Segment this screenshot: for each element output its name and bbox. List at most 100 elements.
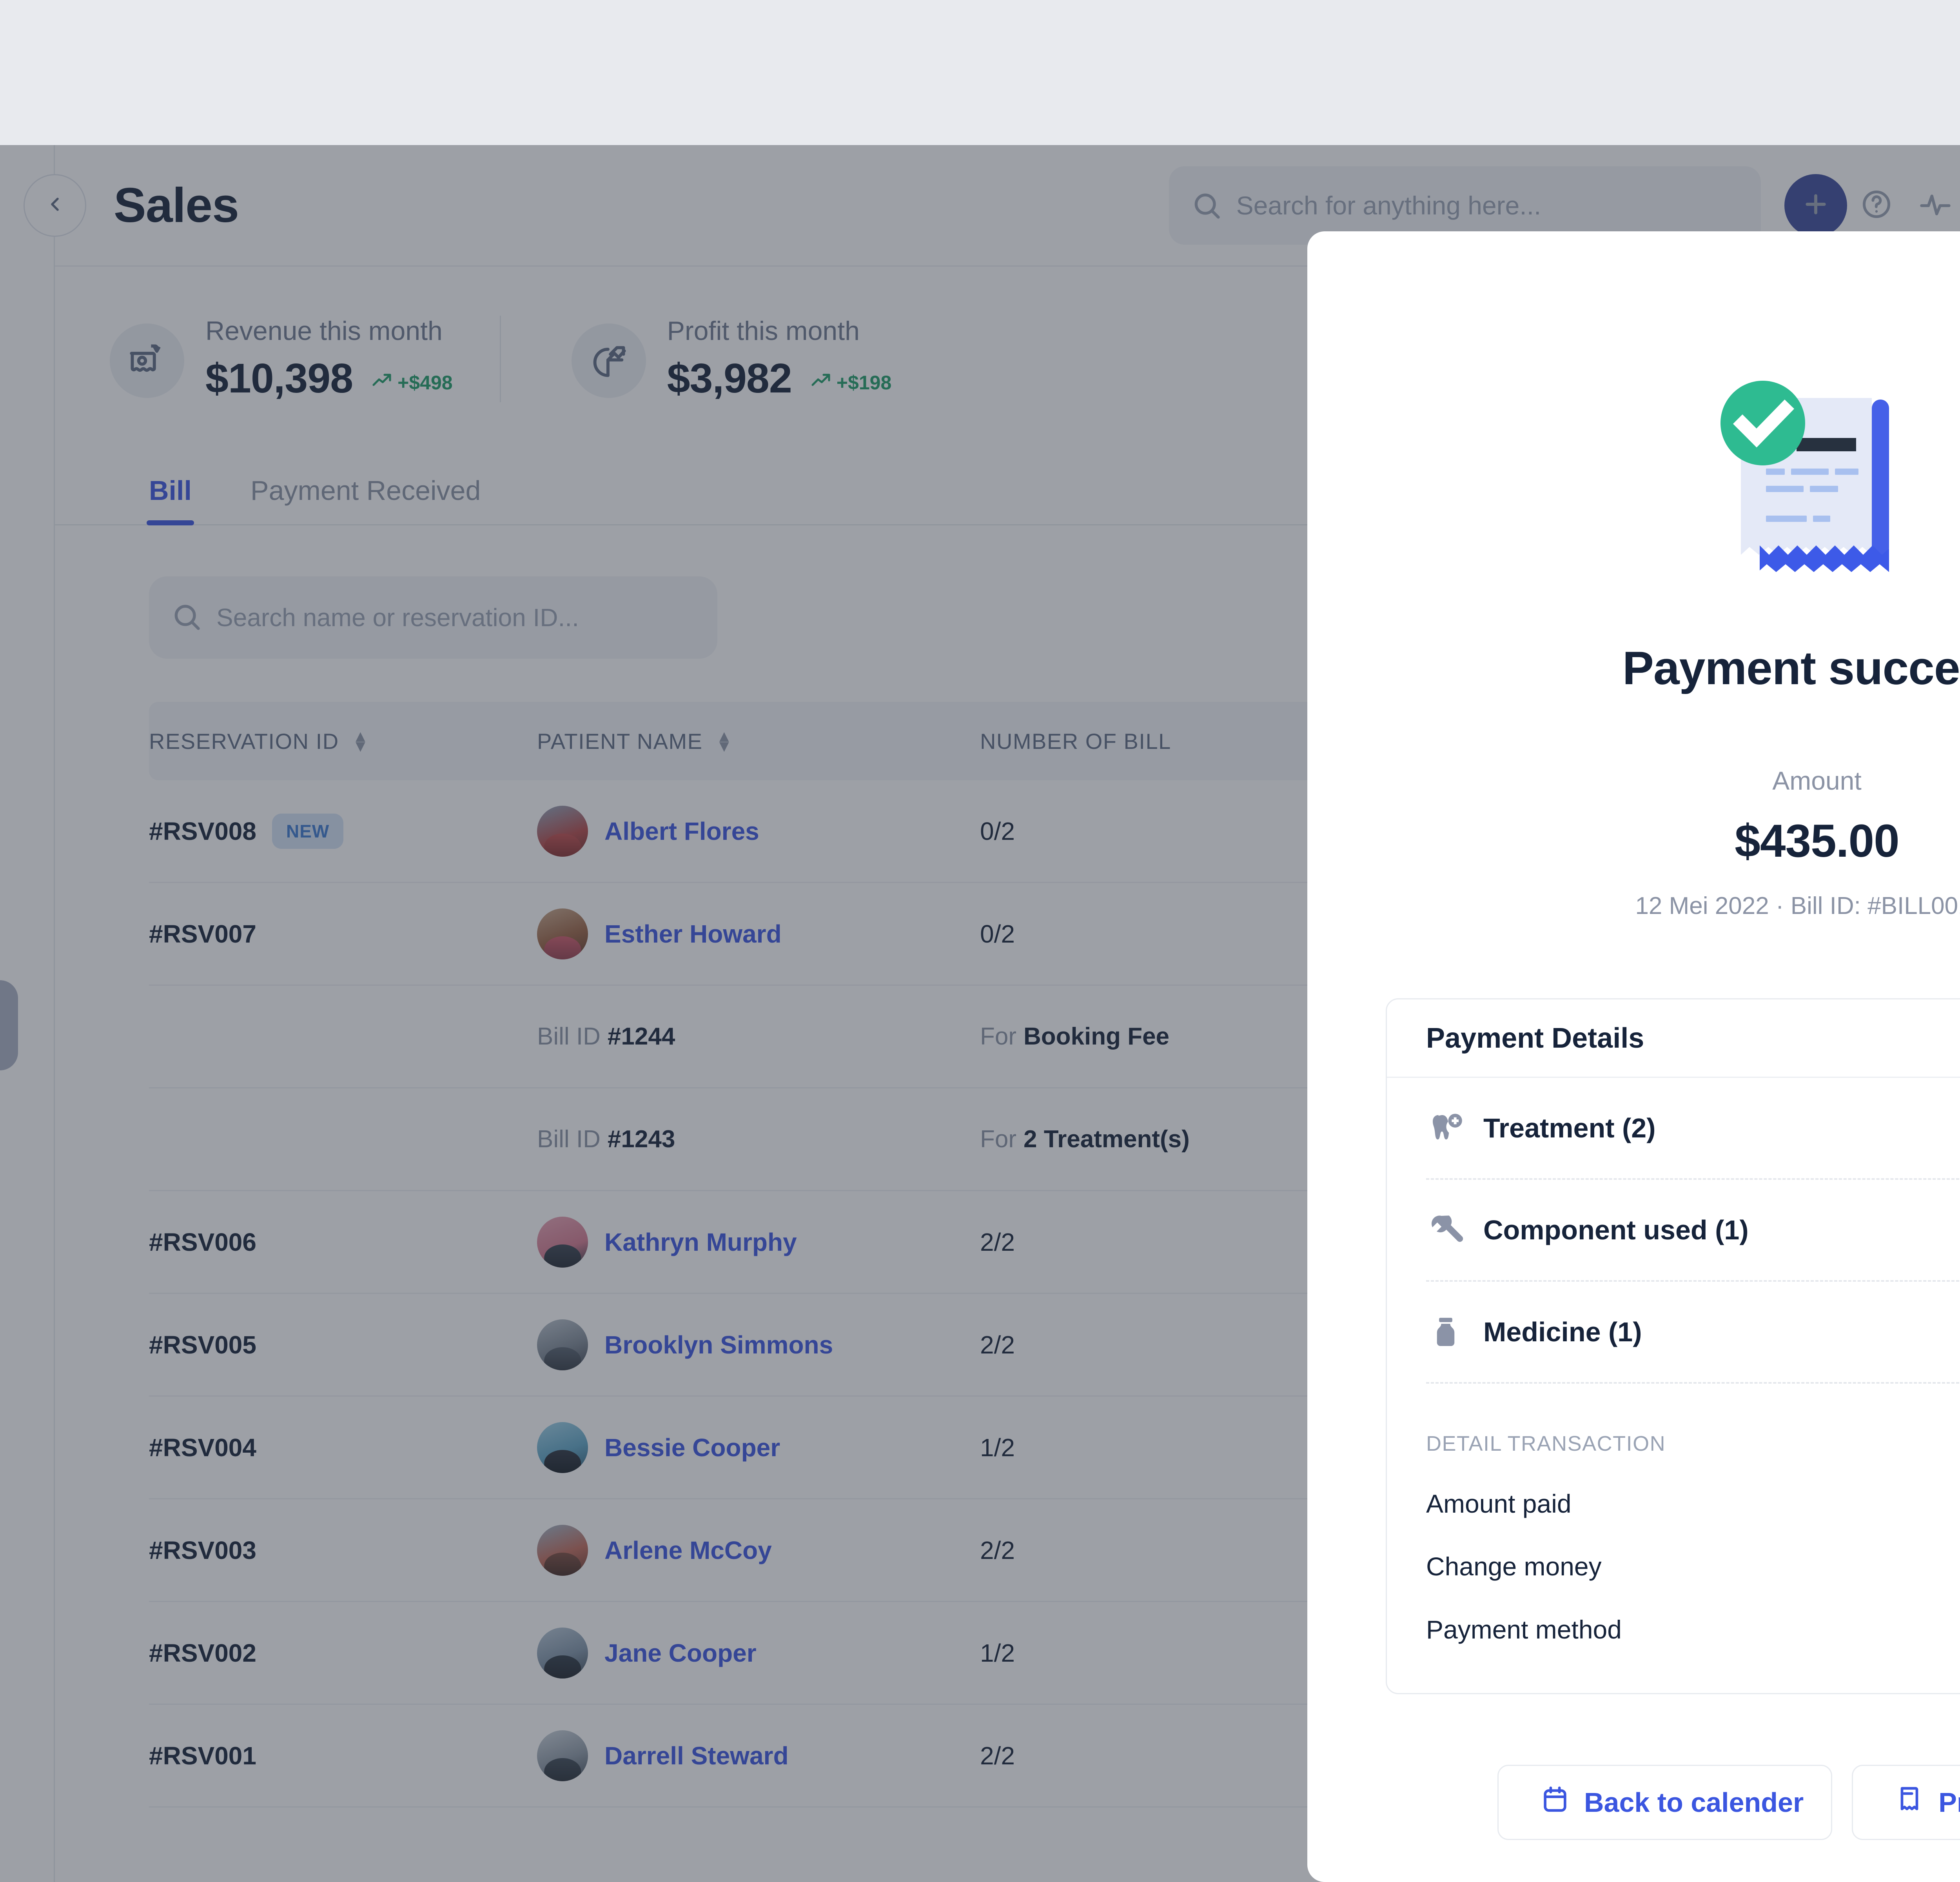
table-subrow[interactable]: Bill ID #1244 For Booking Fee	[149, 986, 1960, 1088]
metric-value: $10,398	[205, 355, 353, 401]
payment-success-modal: Payment success Amount $435.00 12 Mei 20…	[1307, 231, 1960, 1882]
metric-delta: +$498	[366, 369, 453, 396]
metric-value: $3,982	[667, 355, 792, 401]
chevron-left-icon	[44, 193, 66, 217]
money-bill-icon	[110, 323, 184, 398]
reservation-id: #RSV006	[149, 1228, 256, 1256]
tab-bill[interactable]: Bill	[147, 475, 194, 525]
metric-profit: Profit this month $3,982 +$198	[499, 315, 939, 402]
transaction-key: Amount paid	[1426, 1489, 1572, 1518]
modal-title: Payment success	[1622, 642, 1960, 694]
activity-pulse-icon	[1919, 188, 1952, 223]
global-search-input[interactable]: Search for anything here...	[1169, 166, 1761, 245]
print-receipt-button[interactable]: Print Reciept	[1852, 1765, 1960, 1840]
bill-id-value: #1243	[607, 1126, 675, 1153]
patient-name[interactable]: Bessie Cooper	[604, 1433, 780, 1462]
sidebar-collapse-handle[interactable]	[0, 980, 18, 1070]
print-receipt-label: Print Reciept	[1938, 1787, 1960, 1818]
patient-name[interactable]: Esther Howard	[604, 919, 782, 948]
avatar	[537, 1216, 588, 1268]
add-button[interactable]	[1784, 174, 1847, 237]
payment-detail-row-medicine[interactable]: Medicine (1) Total: $ 15.00	[1426, 1282, 1960, 1384]
number-of-bill: 0/2	[980, 817, 1015, 845]
column-header-patient-name[interactable]: PATIENT NAME ▲ ▼	[537, 727, 733, 755]
reservation-id: #RSV005	[149, 1330, 256, 1359]
reservation-id: #RSV007	[149, 919, 256, 948]
transaction-change-money: Change money $0.00	[1426, 1551, 1960, 1581]
detail-transaction-label: DETAIL TRANSACTION	[1426, 1432, 1666, 1455]
transaction-key: Change money	[1426, 1552, 1602, 1581]
table-row[interactable]: #RSV006 Kathryn Murphy 2/2 19/05	[149, 1191, 1960, 1294]
avatar	[537, 805, 588, 857]
metric-delta-value: +$498	[397, 371, 453, 394]
reservation-id: #RSV003	[149, 1536, 256, 1564]
back-to-calendar-button[interactable]: Back to calender	[1497, 1765, 1833, 1840]
tooth-plus-icon	[1426, 1108, 1465, 1148]
number-of-bill: 2/2	[980, 1536, 1015, 1564]
avatar	[537, 1730, 588, 1781]
plus-icon	[1801, 190, 1830, 221]
page-title: Sales	[114, 178, 239, 233]
help-button[interactable]	[1847, 176, 1906, 235]
global-search-placeholder: Search for anything here...	[1236, 191, 1541, 220]
payment-details-heading: Payment Details	[1426, 1022, 1644, 1054]
status-badge: NEW	[272, 813, 344, 849]
patient-name[interactable]: Brooklyn Simmons	[604, 1330, 833, 1359]
calendar-icon	[1540, 1784, 1570, 1820]
metric-delta-value: +$198	[836, 371, 892, 394]
table-row[interactable]: #RSV005 Brooklyn Simmons 2/2 19/05	[149, 1294, 1960, 1397]
patient-name[interactable]: Kathryn Murphy	[604, 1228, 797, 1256]
payment-details-card: Payment Details Treatment (2) Total: $ 3…	[1386, 998, 1960, 1694]
bill-id-label: Bill ID	[537, 1023, 601, 1050]
avatar	[537, 1627, 588, 1679]
amount-value: $435.00	[1735, 815, 1900, 867]
avatar	[537, 1422, 588, 1473]
bill-id-value: #1244	[607, 1023, 675, 1050]
payment-detail-row-component[interactable]: Component used (1) Total: $ 120.00	[1426, 1180, 1960, 1282]
transaction-key: Payment method	[1426, 1615, 1622, 1644]
table-subrow[interactable]: Bill ID #1243 For 2 Treatment(s)	[149, 1088, 1960, 1191]
table-row[interactable]: #RSV003 Arlene McCoy 2/2 18/05	[149, 1499, 1960, 1602]
reservation-id: #RSV001	[149, 1741, 256, 1770]
back-to-calendar-label: Back to calender	[1584, 1787, 1804, 1818]
payment-details-header: Payment Details	[1387, 999, 1960, 1078]
avatar	[537, 1319, 588, 1370]
metric-label: Profit this month	[667, 316, 860, 346]
number-of-bill: 2/2	[980, 1330, 1015, 1359]
receipt-success-illustration	[1711, 367, 1923, 594]
reservation-id: #RSV002	[149, 1639, 256, 1667]
number-of-bill: 1/2	[980, 1639, 1015, 1667]
sidebar-rail	[0, 145, 55, 1882]
column-header-number-of-bill[interactable]: NUMBER OF BILL	[980, 728, 1171, 754]
medicine-bottle-icon	[1426, 1312, 1465, 1352]
number-of-bill: 2/2	[980, 1741, 1015, 1770]
table-search-input[interactable]: Search name or reservation ID...	[149, 576, 717, 659]
metrics-row: Revenue this month $10,398 +$498	[55, 267, 1960, 451]
transaction-payment-method: Payment method Cash	[1426, 1614, 1960, 1644]
payment-detail-row-treatment[interactable]: Treatment (2) Total: $ 300.00	[1426, 1078, 1960, 1180]
patient-name[interactable]: Arlene McCoy	[604, 1536, 772, 1564]
for-label: For	[980, 1023, 1016, 1050]
payment-detail-label: Medicine (1)	[1483, 1317, 1642, 1347]
patient-name[interactable]: Albert Flores	[604, 817, 759, 845]
activity-button[interactable]	[1906, 176, 1960, 235]
trend-up-icon	[371, 369, 393, 396]
for-label: For	[980, 1126, 1016, 1153]
metric-delta: +$198	[805, 369, 891, 396]
amount-label: Amount	[1772, 766, 1862, 795]
tab-payment-received[interactable]: Payment Received	[250, 475, 481, 506]
avatar	[537, 908, 588, 959]
payment-detail-label: Component used (1)	[1483, 1215, 1749, 1245]
patient-name[interactable]: Jane Cooper	[604, 1639, 757, 1667]
back-button[interactable]	[24, 174, 86, 237]
avatar	[537, 1524, 588, 1576]
number-of-bill: 2/2	[980, 1228, 1015, 1256]
table-row[interactable]: #RSV007 Esther Howard 0/2 23/05	[149, 883, 1960, 986]
question-circle-icon	[1860, 188, 1893, 223]
bill-id-label: Bill ID	[537, 1126, 601, 1153]
table-search-placeholder: Search name or reservation ID...	[216, 603, 579, 632]
receipt-icon	[1895, 1784, 1924, 1820]
patient-name[interactable]: Darrell Steward	[604, 1741, 789, 1770]
app-header: Sales Search for anything here...	[24, 145, 1960, 267]
column-header-reservation-id[interactable]: RESERVATION ID ▲ ▼	[149, 727, 369, 755]
